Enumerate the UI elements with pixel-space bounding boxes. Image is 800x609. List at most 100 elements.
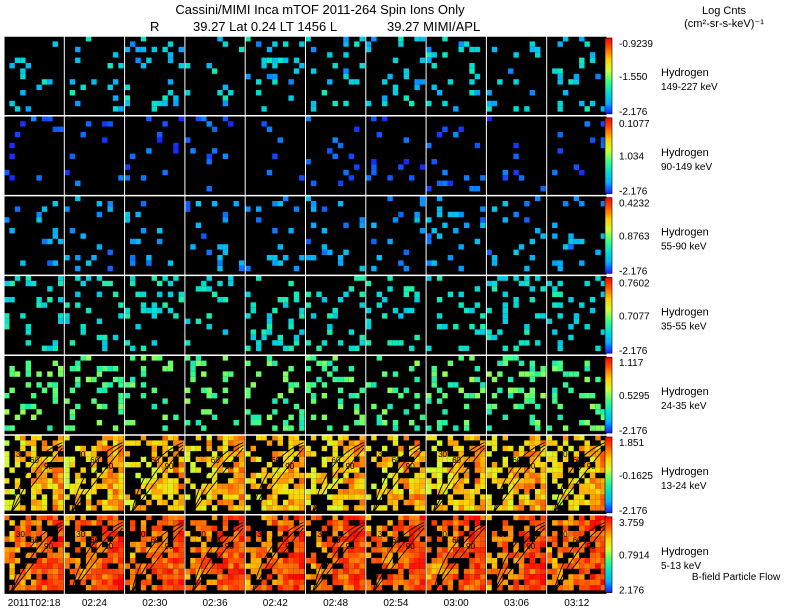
flux-pixel [283,520,289,526]
image-panel [64,195,113,272]
flux-pixel [256,585,262,591]
flux-pixel [118,403,124,410]
flux-pixel [190,366,196,372]
flux-pixel [41,115,48,122]
flux-pixel [562,585,569,591]
flux-pixel [419,579,426,585]
flux-pixel [502,541,508,548]
flux-pixel [233,483,239,489]
flux-pixel [266,329,273,335]
flux-pixel [310,563,317,569]
flux-pixel [403,585,409,591]
flux-pixel [162,398,168,404]
flux-pixel [52,472,58,479]
flux-pixel [211,451,218,457]
flux-pixel [167,552,174,558]
flux-pixel [414,425,420,431]
flux-pixel [552,456,558,462]
flux-pixel [486,307,492,314]
flux-pixel [178,574,184,580]
flux-pixel [245,345,251,351]
flux-pixel [211,462,218,468]
flux-pixel [25,462,31,468]
flux-pixel [403,514,409,521]
flux-pixel [595,585,601,591]
flux-pixel [162,95,168,101]
flux-pixel [474,585,481,591]
image-panel [64,355,124,431]
flux-pixel [568,585,574,591]
flux-pixel [80,531,86,537]
flux-pixel [524,579,530,585]
flux-pixel [359,547,365,553]
flux-pixel [453,228,459,234]
flux-pixel [238,451,245,457]
flux-pixel [250,472,256,479]
flux-pixel [272,79,278,85]
flux-pixel [595,536,601,542]
flux-pixel [491,563,498,569]
flux-pixel [69,558,76,564]
flux-pixel [272,409,278,415]
flux-pixel [409,420,415,426]
contour-line [432,527,485,593]
flux-pixel [228,536,234,542]
flux-pixel [535,563,541,569]
flux-pixel [436,387,443,393]
flux-pixel [36,568,42,575]
flux-pixel [245,36,251,42]
flux-pixel [552,467,558,473]
image-panel [552,121,607,176]
flux-pixel [9,489,15,495]
flux-pixel [568,238,574,245]
flux-pixel [453,472,459,479]
flux-pixel [157,585,163,591]
flux-pixel [41,445,48,452]
flux-pixel [124,420,130,426]
flux-pixel [266,462,273,468]
flux-pixel [162,445,168,452]
flux-pixel [167,467,174,473]
flux-pixel [96,472,103,479]
flux-pixel [245,505,251,511]
flux-pixel [332,456,338,462]
flux-pixel [96,483,103,489]
flux-pixel [140,175,147,181]
flux-pixel [359,387,365,393]
flux-pixel [529,456,535,462]
flux-pixel [557,148,563,154]
flux-pixel [14,531,21,537]
flux-pixel [529,255,535,261]
flux-pixel [414,445,420,452]
flux-pixel [529,579,535,585]
flux-pixel [85,260,92,266]
flux-pixel [167,574,174,580]
flux-pixel [486,494,492,500]
flux-pixel [96,440,103,446]
flux-pixel [508,574,514,580]
flux-pixel [529,568,535,575]
flux-pixel [91,563,97,569]
flux-pixel [299,313,305,319]
flux-pixel [272,340,278,346]
flux-pixel [513,153,519,159]
flux-pixel [118,563,124,569]
flux-pixel [118,175,124,181]
flux-pixel [151,494,157,500]
flux-pixel [112,462,119,468]
flux-pixel [497,536,503,542]
flux-pixel [201,563,207,569]
flux-pixel [31,552,37,558]
flux-pixel [47,238,53,245]
flux-pixel [184,201,191,207]
flux-pixel [107,579,113,585]
flux-pixel [337,387,344,393]
flux-pixel [348,456,355,462]
contour-label: 90 [526,462,535,471]
flux-pixel [167,568,174,575]
flux-pixel [359,265,365,272]
flux-pixel [288,520,294,526]
flux-pixel [600,579,607,585]
flux-pixel [382,297,388,303]
flux-pixel [151,106,157,112]
